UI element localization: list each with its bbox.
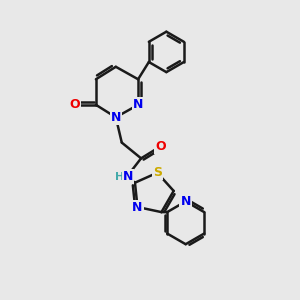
Text: S: S — [153, 166, 162, 179]
Text: O: O — [155, 140, 166, 153]
Text: O: O — [70, 98, 80, 111]
Text: N: N — [181, 195, 191, 208]
Text: N: N — [123, 170, 134, 183]
Text: N: N — [133, 98, 143, 111]
Text: N: N — [111, 111, 121, 124]
Text: N: N — [132, 200, 143, 214]
Text: H: H — [115, 172, 124, 182]
